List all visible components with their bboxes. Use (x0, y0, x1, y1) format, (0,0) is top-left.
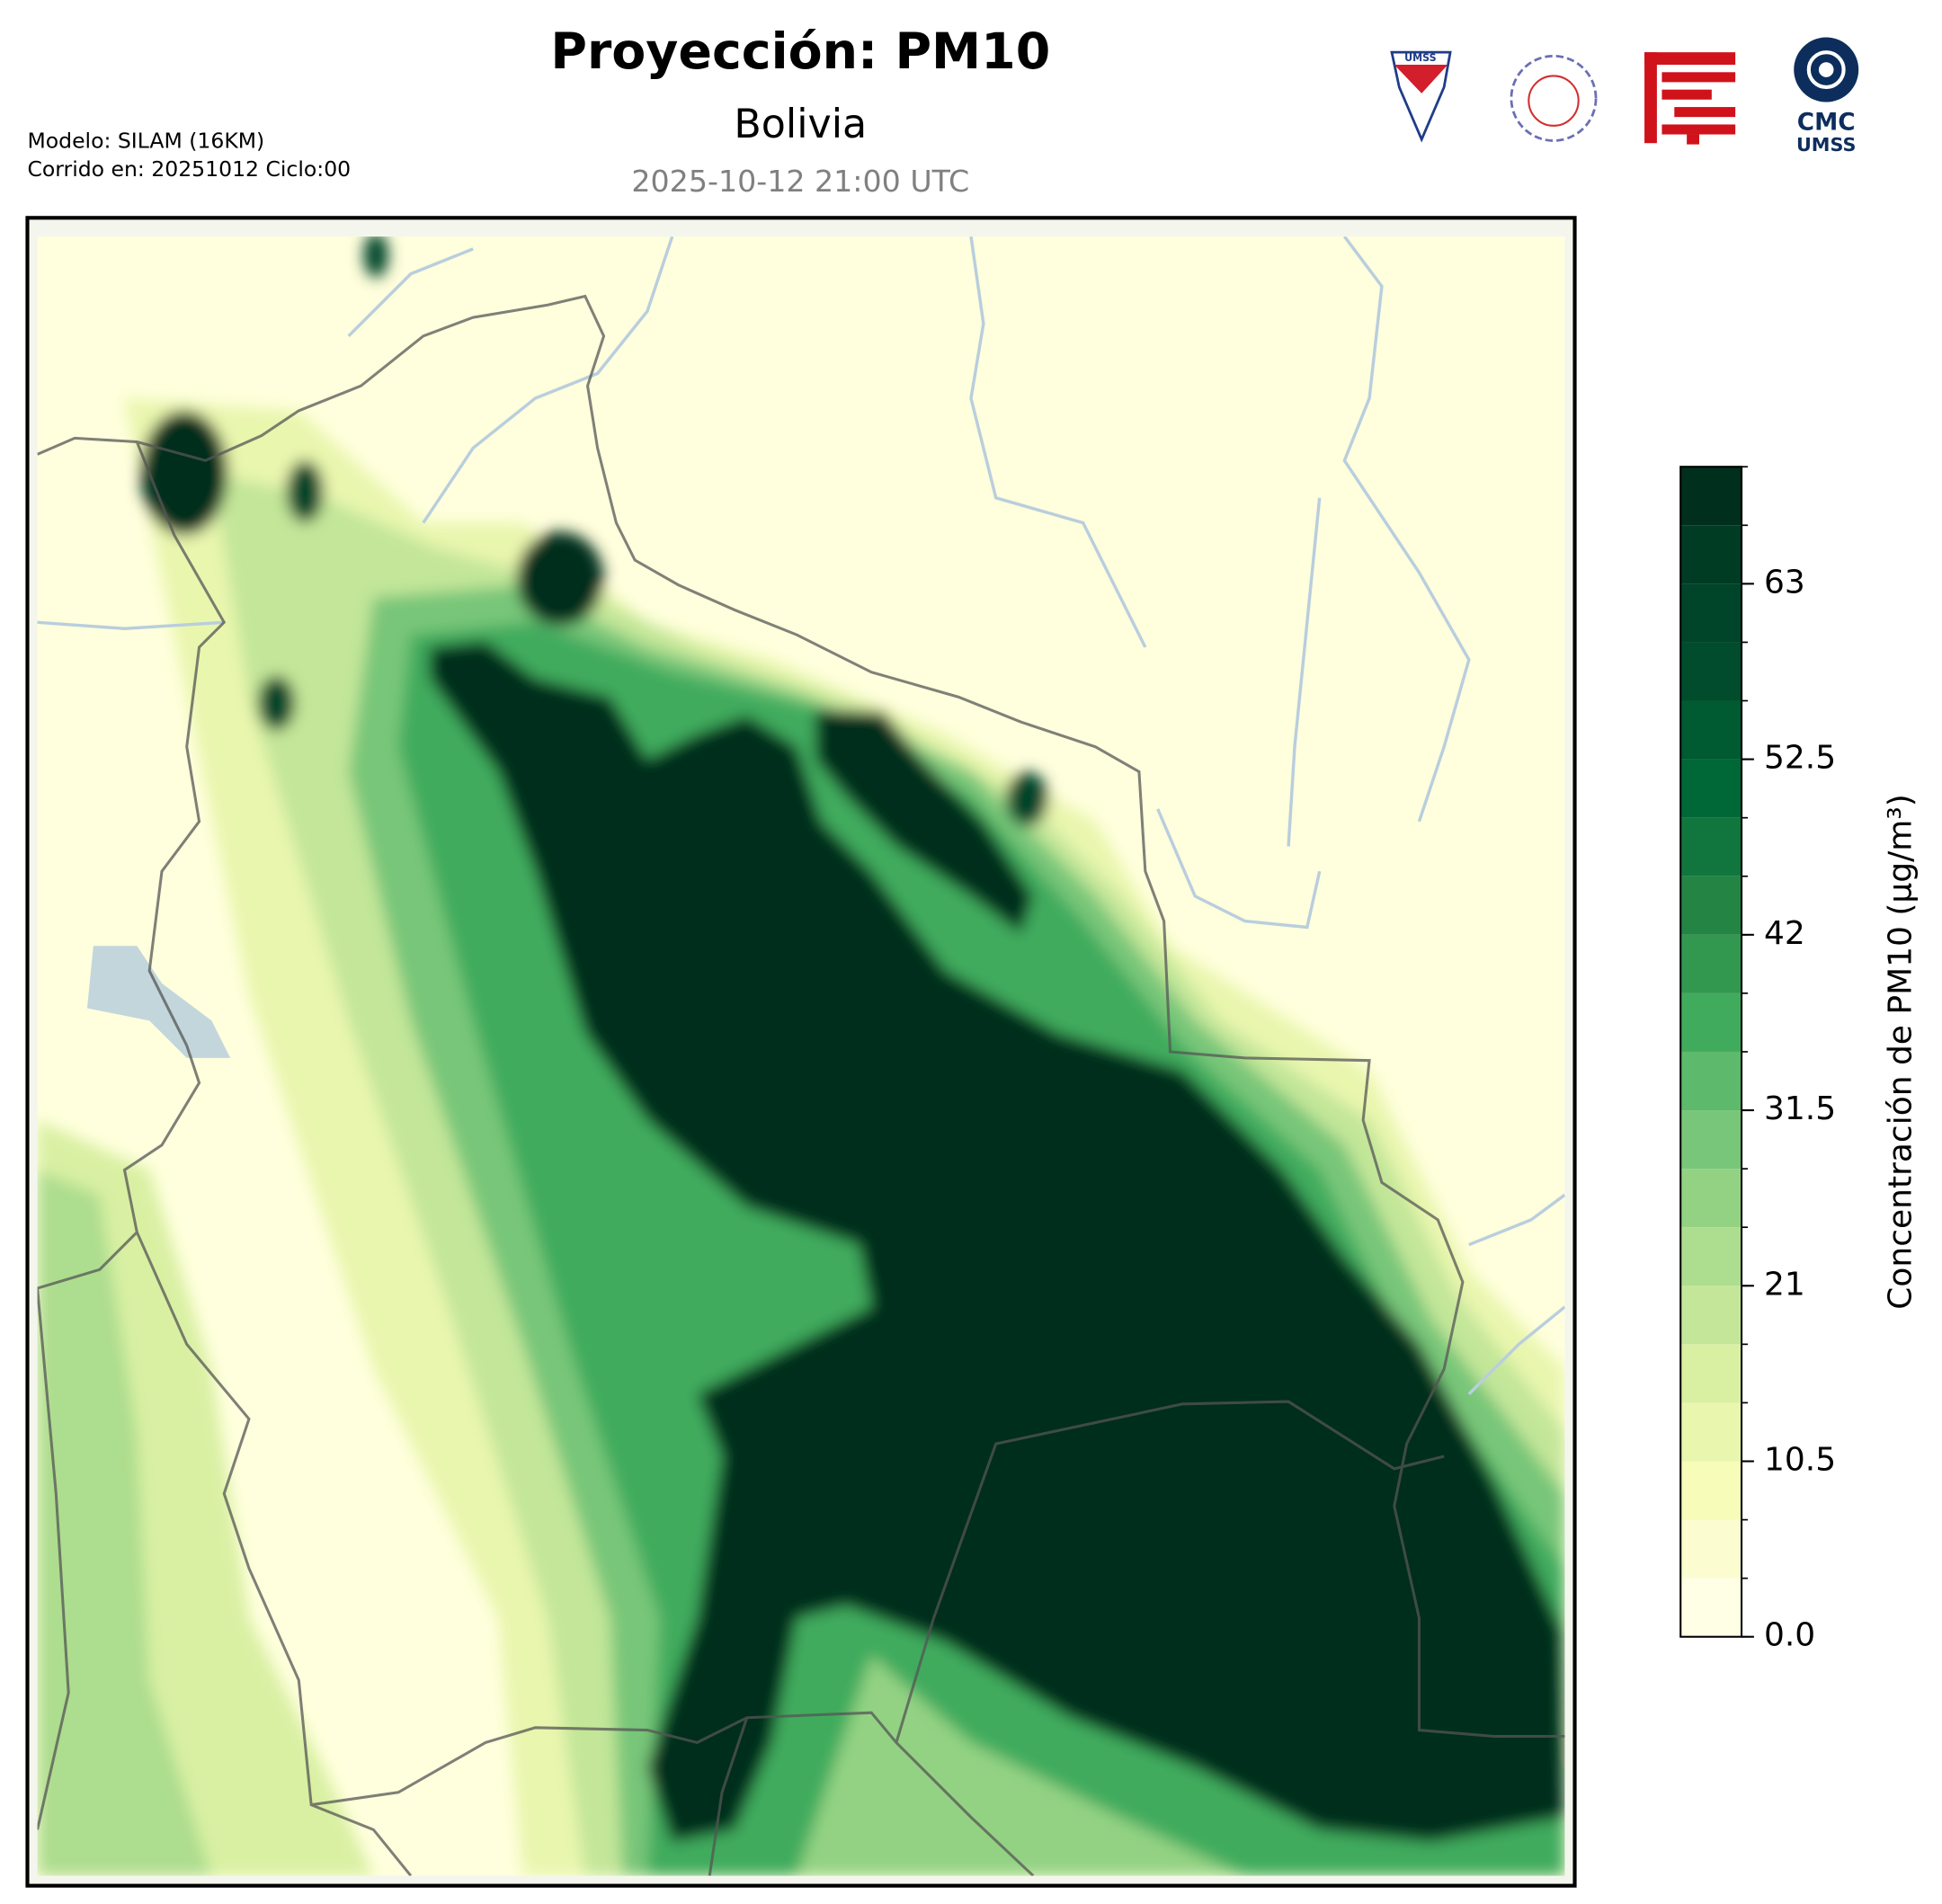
blob-2 (140, 410, 228, 536)
borders (37, 294, 1565, 1876)
cmc-sub: UMSS (1796, 134, 1856, 156)
cmc-text: CMC (1797, 110, 1856, 137)
map-field (37, 236, 1565, 1876)
blob-3 (286, 460, 325, 523)
plume-core (429, 641, 1565, 1843)
colorbar-tick-label: 31.5 (1764, 1090, 1836, 1127)
colorbar-band (1680, 1169, 1742, 1228)
run-info: Corrido en: 20251012 Ciclo:00 (27, 156, 351, 182)
colorbar-tick-label: 63 (1764, 564, 1805, 601)
cmc-logo-ring (1806, 50, 1846, 89)
colorbar-band (1680, 642, 1742, 701)
colorbar-tick-label: 0.0 (1764, 1617, 1815, 1654)
colorbar-band (1680, 1110, 1742, 1170)
fisica-logo-inner (1528, 75, 1580, 127)
colorbar-band (1680, 583, 1742, 643)
timestamp: 2025-10-12 21:00 UTC (631, 164, 969, 199)
plume-finger (815, 709, 1034, 934)
pm10-field (37, 236, 1565, 1876)
fie-logo (1644, 52, 1736, 145)
blob-4 (257, 675, 296, 731)
colorbar-band (1680, 817, 1742, 876)
colorbar-tick-label: 21 (1764, 1266, 1805, 1303)
lake (86, 946, 231, 1058)
colorbar-band (1680, 1578, 1742, 1637)
logos: UMSS CMC UMSS (1390, 37, 1859, 156)
colorbar-band (1680, 1519, 1742, 1579)
fisica-logo (1510, 54, 1598, 142)
colorbar-band (1680, 1227, 1742, 1286)
map-frame (25, 216, 1577, 1888)
model-info: Modelo: SILAM (16KM) (27, 128, 264, 153)
colorbar-tick-label: 42 (1764, 915, 1805, 952)
colorbar-band (1680, 1461, 1742, 1520)
colorbar-band (1680, 992, 1742, 1052)
colorbar-tick-label: 10.5 (1764, 1442, 1836, 1479)
colorbar-band (1680, 876, 1742, 935)
sw-field-2 (37, 1170, 212, 1876)
rivers (37, 236, 1565, 1395)
colorbar-band (1680, 934, 1742, 993)
blob-6 (363, 236, 389, 278)
s-field (797, 1655, 1245, 1876)
colorbar-band (1680, 467, 1742, 526)
cmc-logo-dot (1818, 62, 1834, 77)
colorbar-band (1680, 1344, 1742, 1403)
colorbar-band (1680, 525, 1742, 584)
subtitle: Bolivia (734, 102, 867, 147)
colorbar: 0.0 10.5 21 31.5 42 52.5 63 (1679, 466, 1836, 1654)
title: Proyección: PM10 (550, 23, 1050, 81)
map (25, 216, 1577, 1888)
colorbar-band (1680, 1402, 1742, 1462)
blob-5 (1005, 771, 1048, 827)
colorbar-band (1680, 759, 1742, 818)
colorbar-label: Concentración de PM10 (µg/m³) (1883, 794, 1920, 1309)
umss-text: UMSS (1404, 52, 1436, 64)
colorbar-tick-label: 52.5 (1764, 740, 1836, 777)
blob-1 (516, 531, 604, 627)
colorbar-band (1680, 1286, 1742, 1345)
colorbar-band (1680, 700, 1742, 760)
colorbar-band (1680, 1051, 1742, 1111)
umss-shield-red (1394, 64, 1448, 93)
